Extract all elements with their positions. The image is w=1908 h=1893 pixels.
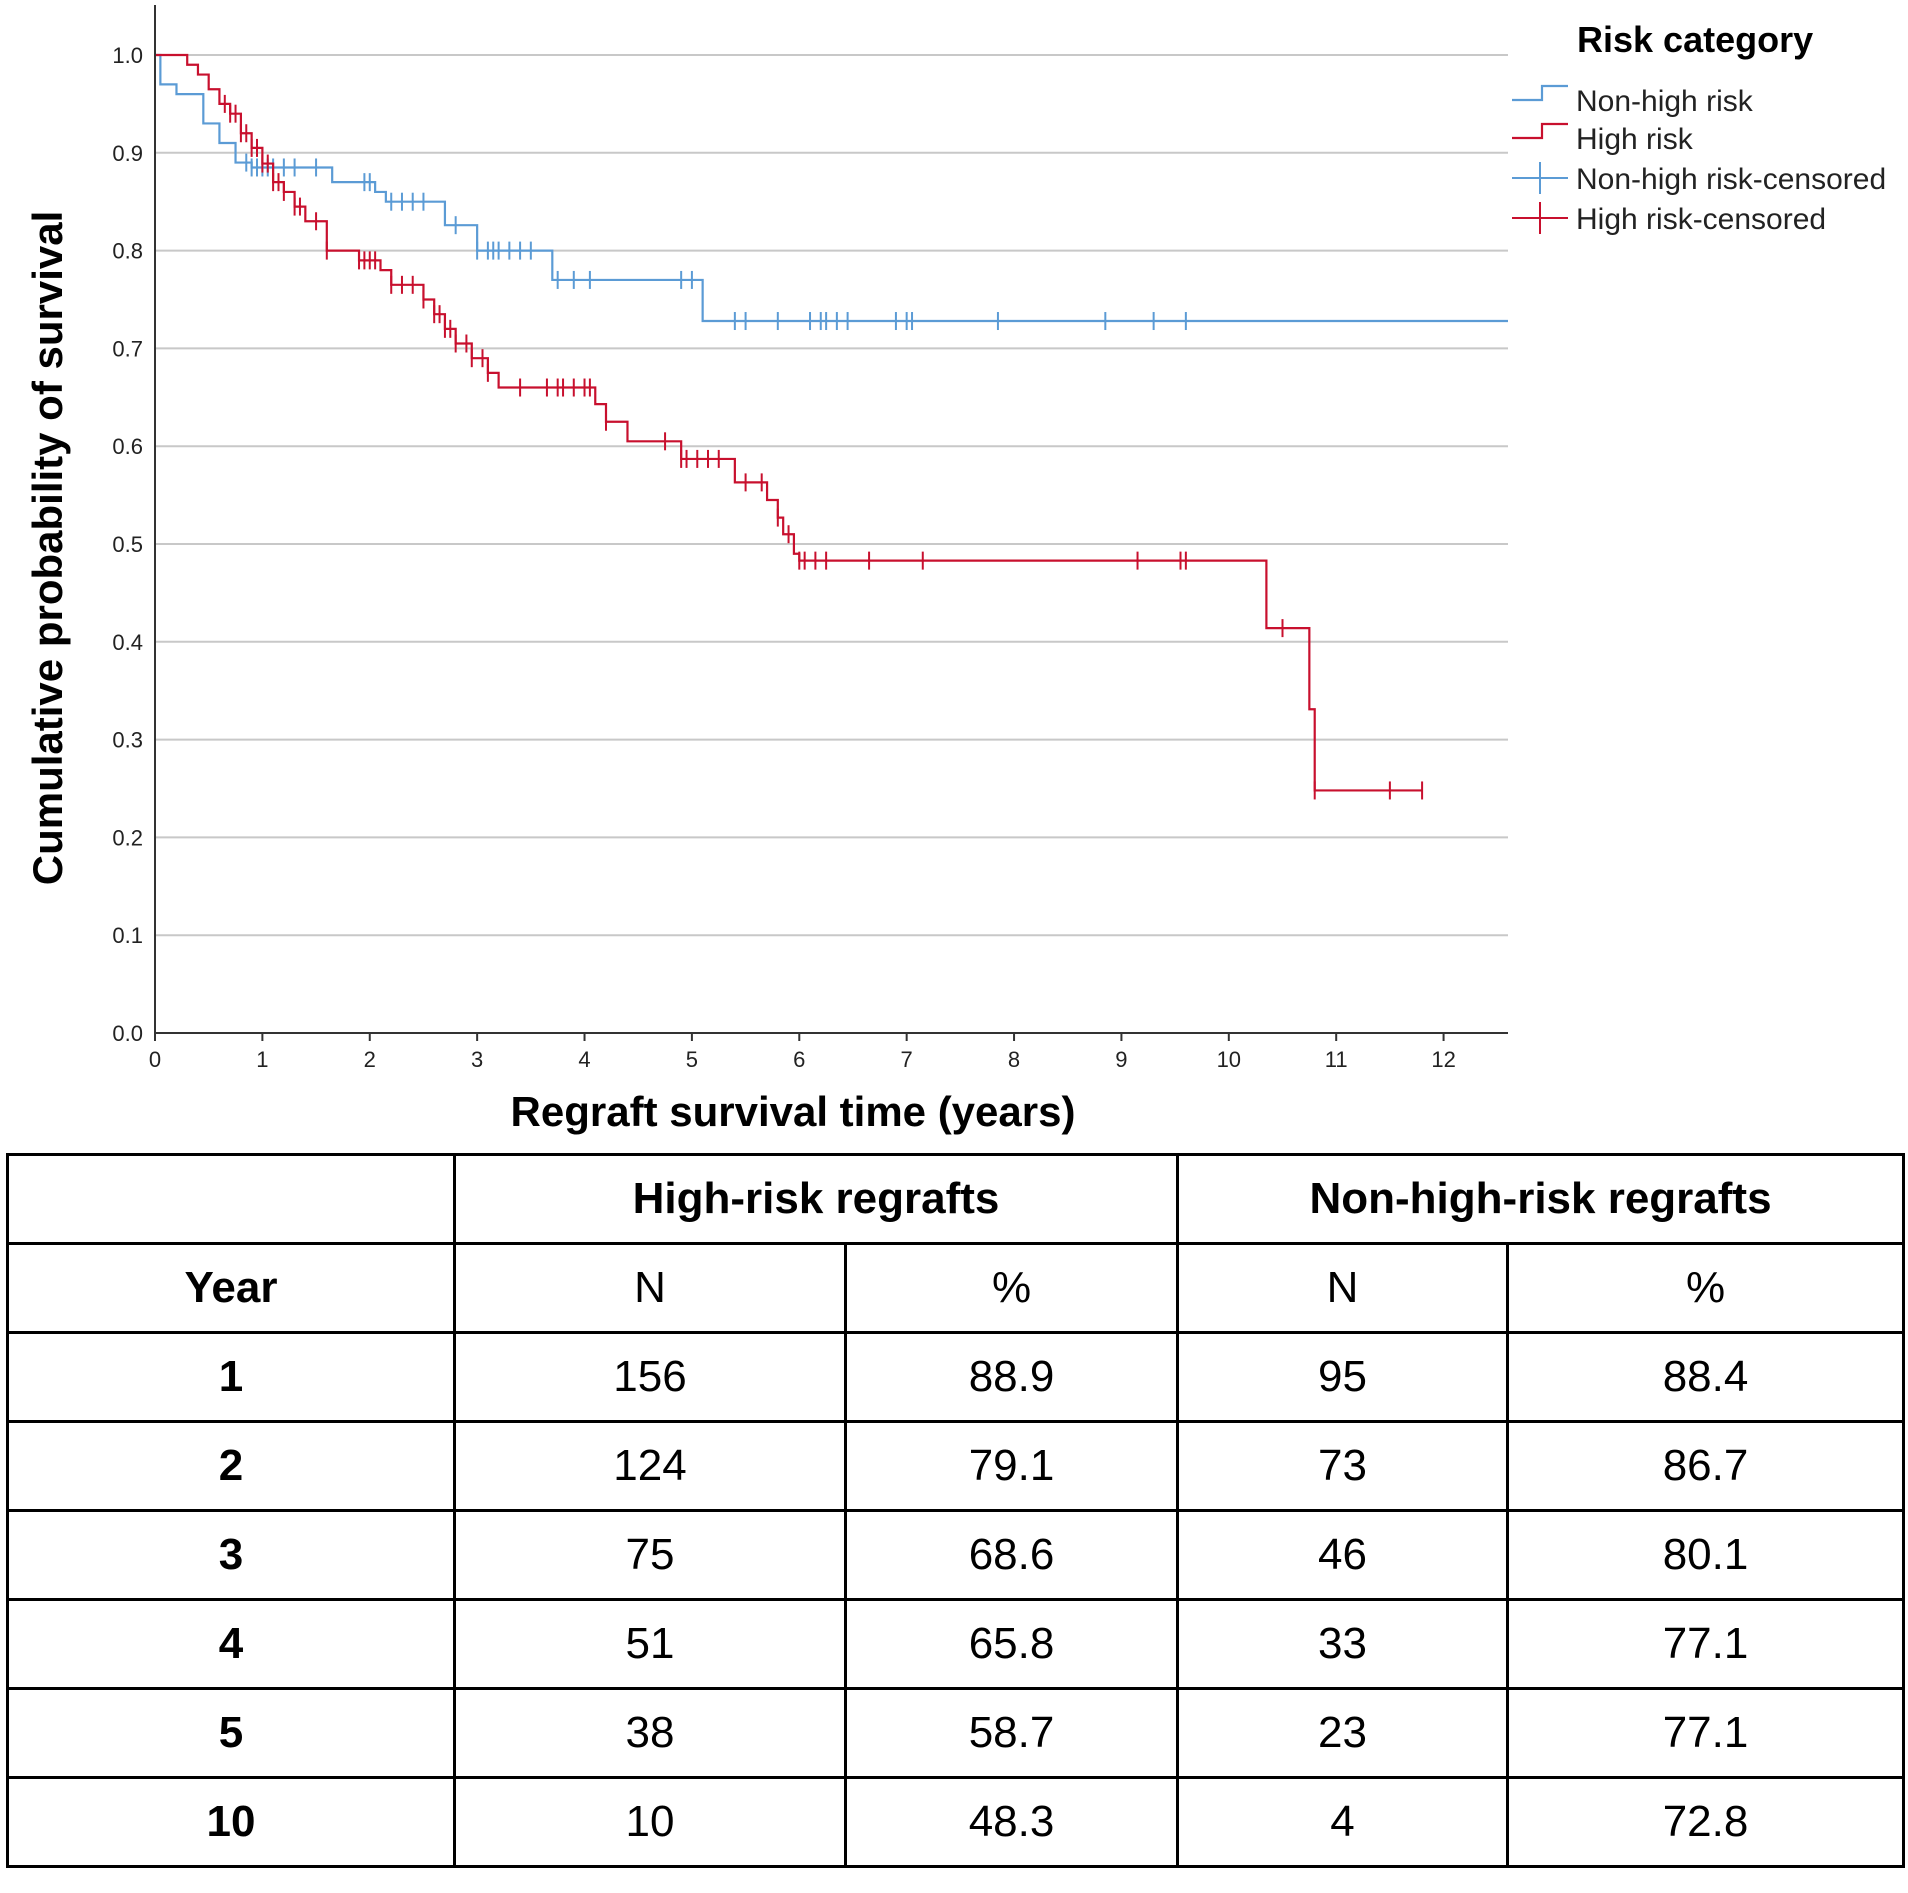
non-high-risk-pct-header: %	[1506, 1242, 1906, 1334]
x-tick-labels: 0 1 2 3 4 5 6 7 8 9 10 11 12	[149, 1047, 1456, 1072]
legend-label: Non-high risk-censored	[1576, 163, 1886, 196]
non-high-risk-n-header: N	[1176, 1242, 1510, 1334]
high-risk-pct-header: %	[843, 1242, 1180, 1334]
table-row: 5 38 58.7 23 77.1	[6, 1687, 1906, 1779]
high-risk-n-cell: 10	[453, 1776, 847, 1868]
non-high-risk-curve	[155, 53, 1508, 323]
empty-corner-cell	[6, 1153, 456, 1245]
x-tick-label: 10	[1217, 1047, 1241, 1072]
non-high-risk-pct-cell: 77.1	[1506, 1687, 1906, 1779]
y-tick-label: 0.9	[112, 141, 143, 166]
y-tick-label: 0.4	[112, 630, 143, 655]
year-cell: 3	[6, 1509, 456, 1601]
year-cell: 1	[6, 1331, 456, 1423]
y-axis-title: Cumulative probability of survival	[24, 211, 71, 885]
high-risk-curve	[155, 53, 1423, 792]
year-cell: 10	[6, 1776, 456, 1868]
legend-censor-swatch	[1512, 202, 1568, 234]
non-high-risk-n-cell: 73	[1176, 1420, 1510, 1512]
x-tick-label: 11	[1325, 1047, 1348, 1072]
high-risk-n-cell: 51	[453, 1598, 847, 1690]
high-risk-pct-cell: 68.6	[843, 1509, 1180, 1601]
y-tick-label: 0.3	[112, 728, 143, 753]
table-row: 1 156 88.9 95 88.4	[6, 1331, 1906, 1423]
non-high-risk-pct-cell: 72.8	[1506, 1776, 1906, 1868]
y-tick-label: 1.0	[112, 43, 143, 68]
non-high-risk-group-header: Non-high-risk regrafts	[1176, 1153, 1906, 1245]
high-risk-pct-cell: 48.3	[843, 1776, 1180, 1868]
year-header: Year	[6, 1242, 456, 1334]
high-risk-n-cell: 124	[453, 1420, 847, 1512]
x-tick-label: 8	[1008, 1047, 1020, 1072]
non-high-risk-n-cell: 95	[1176, 1331, 1510, 1423]
y-tick-label: 0.2	[112, 825, 143, 850]
x-tick-label: 6	[793, 1047, 805, 1072]
year-cell: 4	[6, 1598, 456, 1690]
non-high-risk-n-cell: 46	[1176, 1509, 1510, 1601]
non-high-risk-pct-cell: 86.7	[1506, 1420, 1906, 1512]
y-tick-label: 0.8	[112, 239, 143, 264]
high-risk-n-cell: 156	[453, 1331, 847, 1423]
high-risk-n-header: N	[453, 1242, 847, 1334]
high-risk-pct-cell: 65.8	[843, 1598, 1180, 1690]
y-tick-label: 0.0	[112, 1021, 143, 1046]
non-high-risk-n-cell: 4	[1176, 1776, 1510, 1868]
y-tick-label: 0.1	[112, 923, 143, 948]
legend-label: High risk-censored	[1576, 203, 1826, 236]
legend-line-swatch	[1512, 122, 1568, 140]
group-header-row: High-risk regrafts Non-high-risk regraft…	[6, 1153, 1906, 1245]
legend-label: Non-high risk	[1576, 85, 1754, 118]
non-high-risk-n-cell: 33	[1176, 1598, 1510, 1690]
high-risk-pct-cell: 88.9	[843, 1331, 1180, 1423]
table-row: 4 51 65.8 33 77.1	[6, 1598, 1906, 1690]
table-row: 10 10 48.3 4 72.8	[6, 1776, 1906, 1868]
survival-table-container: High-risk regrafts Non-high-risk regraft…	[6, 1153, 1906, 1868]
legend-censor-swatch	[1512, 162, 1568, 194]
x-tick-label: 5	[686, 1047, 698, 1072]
year-cell: 5	[6, 1687, 456, 1779]
high-risk-pct-cell: 58.7	[843, 1687, 1180, 1779]
x-axis-title: Regraft survival time (years)	[511, 1088, 1076, 1135]
high-risk-group-header: High-risk regrafts	[452, 1153, 1180, 1245]
y-tick-labels: 0.0 0.1 0.2 0.3 0.4 0.5 0.6 0.7 0.8 0.9 1.0	[112, 43, 143, 1046]
non-high-risk-n-cell: 23	[1176, 1687, 1510, 1779]
y-tick-label: 0.5	[112, 532, 143, 557]
non-high-risk-pct-cell: 80.1	[1506, 1509, 1906, 1601]
x-tick-label: 0	[149, 1047, 161, 1072]
legend-line-swatch	[1512, 84, 1568, 102]
table-row: 2 124 79.1 73 86.7	[6, 1420, 1906, 1512]
table-row: 3 75 68.6 46 80.1	[6, 1509, 1906, 1601]
x-tick-label: 3	[471, 1047, 483, 1072]
x-tick-label: 7	[901, 1047, 913, 1072]
axes	[154, 5, 1508, 1041]
legend-title: Risk category	[1577, 19, 1813, 60]
legend-label: High risk	[1576, 123, 1694, 156]
legend: Risk category Non-high risk High risk Non-…	[1512, 19, 1886, 236]
high-risk-n-cell: 75	[453, 1509, 847, 1601]
high-risk-n-cell: 38	[453, 1687, 847, 1779]
x-tick-label: 9	[1115, 1047, 1127, 1072]
gridlines	[155, 54, 1508, 937]
non-high-risk-pct-cell: 77.1	[1506, 1598, 1906, 1690]
x-tick-label: 1	[256, 1047, 268, 1072]
y-tick-label: 0.6	[112, 434, 143, 459]
survival-curves	[155, 53, 1508, 800]
year-cell: 2	[6, 1420, 456, 1512]
x-tick-label: 2	[364, 1047, 376, 1072]
sub-header-row: Year N % N %	[6, 1242, 1906, 1334]
high-risk-pct-cell: 79.1	[843, 1420, 1180, 1512]
x-tick-label: 12	[1431, 1047, 1455, 1072]
y-tick-label: 0.7	[112, 336, 143, 361]
x-tick-label: 4	[578, 1047, 590, 1072]
non-high-risk-pct-cell: 88.4	[1506, 1331, 1906, 1423]
survival-table: High-risk regrafts Non-high-risk regraft…	[6, 1153, 1906, 1868]
